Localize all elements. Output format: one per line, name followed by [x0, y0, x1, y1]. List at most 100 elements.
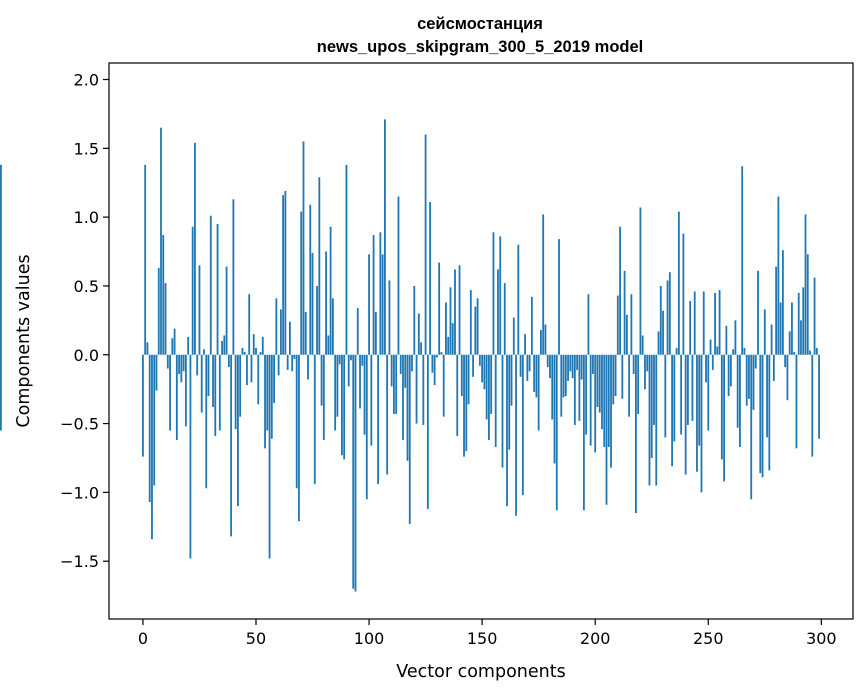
bar [639, 207, 642, 355]
bar [442, 354, 445, 417]
y-axis-ticks: −1.5 −1.0 −0.5 0.0 0.5 1.0 1.5 2.0 [60, 71, 109, 571]
bar [777, 196, 780, 355]
x-tick-label: 0 [138, 629, 148, 648]
bar [234, 354, 237, 430]
bar [637, 354, 640, 414]
chart-title: сейсмостанция [417, 15, 543, 33]
bar [411, 354, 413, 372]
bar [207, 354, 210, 397]
bar [786, 354, 789, 401]
bar [540, 329, 542, 355]
bar [524, 334, 526, 355]
bar [743, 347, 746, 355]
bar [530, 296, 533, 355]
bar [270, 354, 273, 439]
bar [246, 354, 248, 386]
bar [173, 328, 176, 355]
bar [363, 354, 366, 435]
x-tick-label: 100 [354, 629, 385, 648]
bar [406, 354, 409, 461]
bar [804, 214, 807, 355]
bar [781, 250, 784, 355]
bar [492, 232, 495, 355]
bar [736, 354, 739, 428]
bar [754, 354, 757, 369]
bar [257, 354, 260, 405]
bar [580, 354, 583, 380]
bar [671, 354, 673, 467]
bar [569, 354, 572, 372]
bar [716, 346, 719, 355]
bar [438, 262, 441, 355]
bar [388, 280, 391, 355]
bar [250, 354, 253, 383]
bar [811, 354, 814, 457]
bar [417, 313, 420, 355]
bar [225, 266, 228, 355]
bar [648, 354, 651, 486]
bar [322, 354, 325, 441]
bar [203, 349, 205, 355]
bar [368, 254, 370, 355]
bar [655, 354, 658, 486]
bar [709, 339, 712, 355]
bar [741, 166, 744, 355]
bar [698, 354, 701, 446]
bar [768, 354, 771, 471]
bar [616, 295, 619, 355]
bar [205, 354, 208, 489]
bar [770, 324, 773, 355]
bar [788, 331, 791, 355]
bar [757, 270, 759, 355]
bar [293, 354, 296, 359]
bar [510, 354, 513, 406]
bar [180, 354, 183, 383]
bar [162, 235, 165, 355]
bar [673, 354, 676, 442]
bar [555, 354, 558, 511]
bar [512, 317, 515, 355]
bar [365, 354, 368, 500]
bar [628, 354, 631, 417]
bar [526, 354, 529, 381]
bar [404, 354, 407, 388]
bar [775, 266, 778, 355]
bar [607, 354, 610, 447]
bar [720, 354, 723, 460]
y-tick-label: −1.0 [60, 483, 99, 502]
bar [725, 325, 728, 355]
bar [311, 252, 314, 355]
bar [223, 335, 226, 355]
bar [501, 354, 504, 468]
bar [621, 354, 624, 399]
bar [155, 354, 158, 391]
bar [178, 354, 181, 375]
bar [687, 354, 689, 425]
bar [750, 354, 753, 500]
bar [259, 352, 262, 355]
bar [182, 354, 185, 372]
x-axis-label: Vector components [396, 662, 565, 682]
bar [494, 354, 497, 447]
bar [320, 354, 323, 406]
bar [641, 335, 644, 355]
bar [221, 341, 223, 355]
bar [436, 354, 438, 358]
bar [582, 354, 585, 511]
bar [146, 342, 149, 355]
bar [273, 354, 275, 403]
bar [598, 354, 601, 413]
bar [212, 354, 214, 408]
x-tick-label: 300 [806, 629, 837, 648]
bar [802, 287, 805, 355]
bar [682, 233, 685, 355]
bar [277, 354, 280, 376]
bar [255, 347, 257, 355]
bar [164, 283, 167, 355]
bar [307, 354, 309, 380]
bar [341, 354, 343, 456]
bar [696, 354, 698, 472]
bar [739, 354, 741, 447]
bar [772, 354, 775, 381]
